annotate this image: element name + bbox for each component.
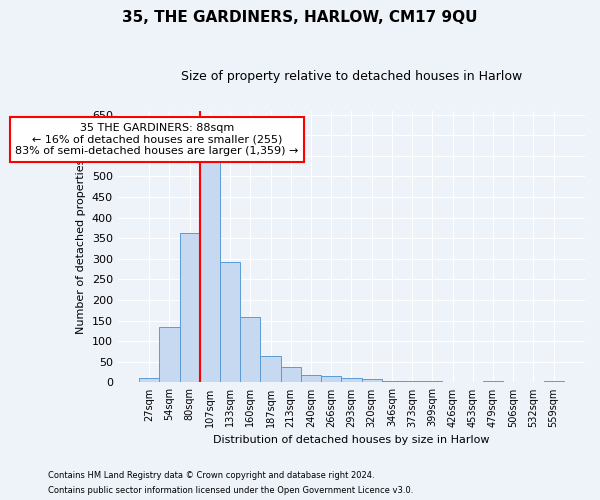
Bar <box>260 356 281 382</box>
Bar <box>220 262 240 382</box>
Bar <box>179 234 200 382</box>
Bar <box>281 367 301 382</box>
Title: Size of property relative to detached houses in Harlow: Size of property relative to detached ho… <box>181 70 522 83</box>
X-axis label: Distribution of detached houses by size in Harlow: Distribution of detached houses by size … <box>213 435 490 445</box>
Bar <box>240 316 260 382</box>
Text: Contains public sector information licensed under the Open Government Licence v3: Contains public sector information licen… <box>48 486 413 495</box>
Bar <box>321 376 341 382</box>
Bar <box>362 379 382 382</box>
Bar <box>139 378 159 382</box>
Bar <box>422 381 442 382</box>
Bar <box>483 381 503 382</box>
Text: 35 THE GARDINERS: 88sqm
← 16% of detached houses are smaller (255)
83% of semi-d: 35 THE GARDINERS: 88sqm ← 16% of detache… <box>15 123 299 156</box>
Bar <box>544 381 564 382</box>
Bar <box>159 327 179 382</box>
Text: Contains HM Land Registry data © Crown copyright and database right 2024.: Contains HM Land Registry data © Crown c… <box>48 471 374 480</box>
Text: 35, THE GARDINERS, HARLOW, CM17 9QU: 35, THE GARDINERS, HARLOW, CM17 9QU <box>122 10 478 25</box>
Bar <box>200 162 220 382</box>
Bar <box>382 381 402 382</box>
Bar <box>301 375 321 382</box>
Y-axis label: Number of detached properties: Number of detached properties <box>76 159 86 334</box>
Bar <box>341 378 362 382</box>
Bar <box>402 381 422 382</box>
